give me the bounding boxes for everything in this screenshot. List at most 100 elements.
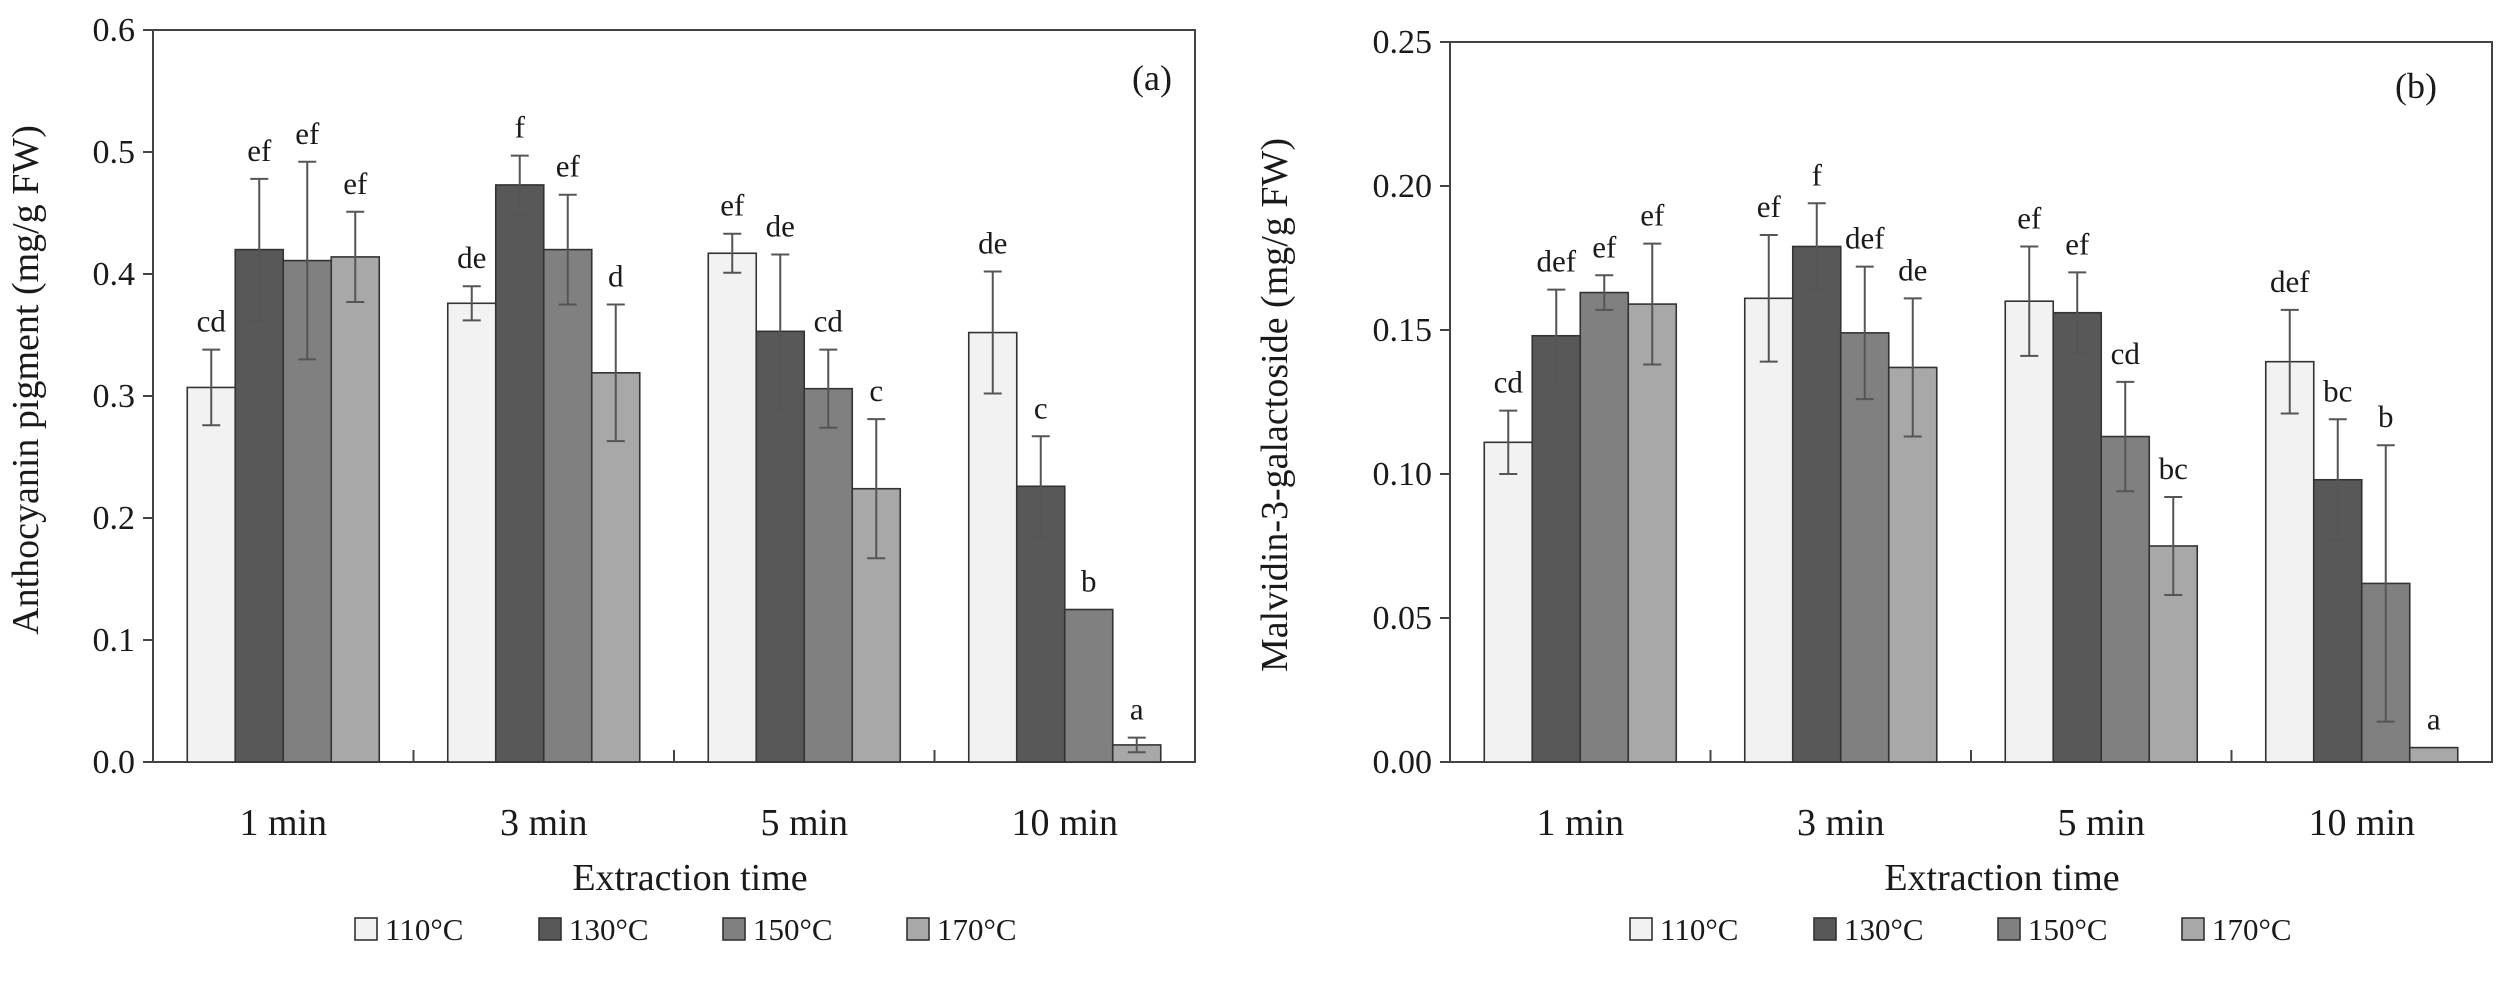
legend-swatch xyxy=(1629,917,1653,941)
error-bar xyxy=(2280,308,2299,415)
error-bar xyxy=(1127,736,1146,754)
significance-label: cd xyxy=(1494,365,1524,400)
bar xyxy=(803,387,854,763)
legend-label: 110°C xyxy=(385,912,463,947)
bar xyxy=(330,256,381,763)
significance-label: de xyxy=(1898,252,1927,287)
error-bar xyxy=(558,193,577,306)
y-tick-label: 0.20 xyxy=(1373,168,1433,205)
x-tick-label: 10 min xyxy=(2308,802,2415,844)
error-bar xyxy=(1547,288,1566,383)
significance-label: b xyxy=(2378,399,2394,434)
y-tick-label: 0.0 xyxy=(93,744,136,781)
significance-label: bc xyxy=(2159,451,2188,486)
error-bar xyxy=(606,303,625,443)
legend-swatch xyxy=(1813,917,1837,941)
significance-label: def xyxy=(1536,244,1576,279)
legend-label: 110°C xyxy=(1660,912,1738,947)
bar xyxy=(2052,311,2103,763)
significance-label: a xyxy=(1130,692,1144,727)
significance-label: ef xyxy=(1640,198,1665,233)
bar xyxy=(1063,608,1114,763)
y-tick-label: 0.2 xyxy=(93,500,136,537)
y-tick-label: 0.15 xyxy=(1373,312,1433,349)
significance-label: cd xyxy=(814,304,844,339)
legend-swatch xyxy=(906,917,930,941)
significance-label: ef xyxy=(2017,200,2042,235)
bar xyxy=(1483,441,1534,763)
significance-label: b xyxy=(1081,564,1097,599)
error-bar xyxy=(1643,242,1662,366)
bar xyxy=(2004,300,2055,763)
y-axis-title: Malvidin-3-galactoside (mg/g FW) xyxy=(1254,138,1296,672)
error-bar xyxy=(462,285,481,322)
y-tick-label: 0.6 xyxy=(93,12,136,49)
significance-label: ef xyxy=(1592,229,1617,264)
bar xyxy=(707,252,758,763)
x-tick-label: 3 min xyxy=(1797,802,1885,844)
bar xyxy=(1579,291,1630,763)
panel-label: (a) xyxy=(1132,58,1172,98)
significance-label: cd xyxy=(197,304,227,339)
significance-label: de xyxy=(457,240,486,275)
bar xyxy=(542,248,593,763)
significance-label: bc xyxy=(2323,373,2352,408)
error-bar xyxy=(1499,409,1518,475)
error-bar xyxy=(723,232,742,274)
bar xyxy=(2408,746,2459,763)
bar xyxy=(1791,245,1842,763)
bar xyxy=(967,331,1018,763)
error-bar xyxy=(250,177,269,322)
bar xyxy=(1839,332,1890,763)
legend: 110°C 130°C 150°C 170°C xyxy=(1629,912,2292,947)
error-bar xyxy=(2020,245,2039,357)
legend-swatch xyxy=(354,917,378,941)
significance-label: ef xyxy=(720,188,745,223)
significance-label: f xyxy=(515,110,526,145)
error-bar xyxy=(771,253,790,410)
error-bar xyxy=(510,154,529,216)
error-bar xyxy=(2376,444,2395,723)
error-bar xyxy=(298,160,317,361)
legend-swatch xyxy=(722,917,746,941)
x-tick-label: 5 min xyxy=(2057,802,2145,844)
x-tick-label: 3 min xyxy=(500,802,588,844)
significance-label: a xyxy=(2427,702,2441,737)
error-bar xyxy=(346,210,365,304)
chart-panel-b: Malvidin-3-galactoside (mg/g FW) Extract… xyxy=(1254,24,2493,947)
x-axis-title: Extraction time xyxy=(1884,857,2119,899)
bar xyxy=(1627,303,1678,763)
legend-label: 170°C xyxy=(2212,912,2292,947)
significance-label: ef xyxy=(247,133,272,168)
significance-label: ef xyxy=(1757,189,1782,224)
significance-label: def xyxy=(1845,221,1885,256)
error-bar xyxy=(1031,435,1050,538)
significance-label: d xyxy=(608,259,624,294)
significance-label: ef xyxy=(295,116,320,151)
x-tick-label: 1 min xyxy=(239,802,327,844)
error-bar xyxy=(202,348,221,427)
bar xyxy=(2264,360,2315,763)
significance-label: de xyxy=(978,226,1007,261)
y-axis-title: Anthocyanin pigment (mg/g FW) xyxy=(5,125,47,635)
y-tick-label: 0.5 xyxy=(93,134,136,171)
error-bar xyxy=(2328,418,2347,542)
error-bar xyxy=(2164,496,2183,596)
bar xyxy=(234,248,285,763)
error-bar xyxy=(819,348,838,429)
legend-label: 170°C xyxy=(937,912,1017,947)
x-axis-title: Extraction time xyxy=(572,857,807,899)
x-tick-label: 1 min xyxy=(1536,802,1624,844)
significance-label: de xyxy=(766,208,795,243)
y-tick-label: 0.25 xyxy=(1373,24,1433,61)
significance-label: c xyxy=(1034,390,1048,425)
legend-label: 130°C xyxy=(569,912,649,947)
significance-label: ef xyxy=(556,149,581,184)
significance-label: def xyxy=(2270,264,2310,299)
error-bar xyxy=(1903,297,1922,438)
y-tick-label: 0.05 xyxy=(1373,600,1433,637)
error-bar xyxy=(1595,274,1614,311)
error-bar xyxy=(867,418,886,560)
legend: 110°C 130°C 150°C 170°C xyxy=(354,912,1017,947)
